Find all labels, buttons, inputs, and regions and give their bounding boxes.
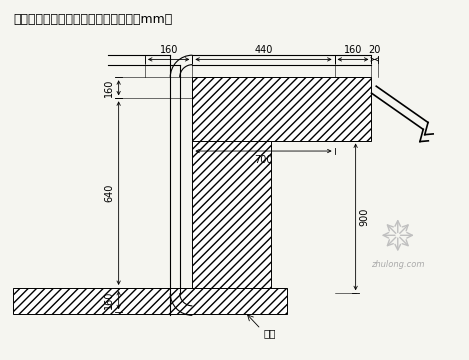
Text: 160: 160 <box>344 45 362 55</box>
Text: 墙体: 墙体 <box>264 328 277 338</box>
Text: 160: 160 <box>159 45 178 55</box>
Bar <box>13 288 287 314</box>
Text: 20: 20 <box>368 45 381 55</box>
Text: 640: 640 <box>105 184 114 202</box>
Text: 900: 900 <box>360 208 370 226</box>
Text: 160: 160 <box>105 291 114 309</box>
Text: zhulong.com: zhulong.com <box>371 260 424 269</box>
Text: 700: 700 <box>254 155 272 165</box>
Bar <box>192 77 272 293</box>
Bar <box>192 77 371 140</box>
Text: 440: 440 <box>254 45 272 55</box>
Text: 160: 160 <box>105 78 114 97</box>
Text: 阳角防撞扶手固定点示意图；（单位：mm）: 阳角防撞扶手固定点示意图；（单位：mm） <box>13 13 173 26</box>
